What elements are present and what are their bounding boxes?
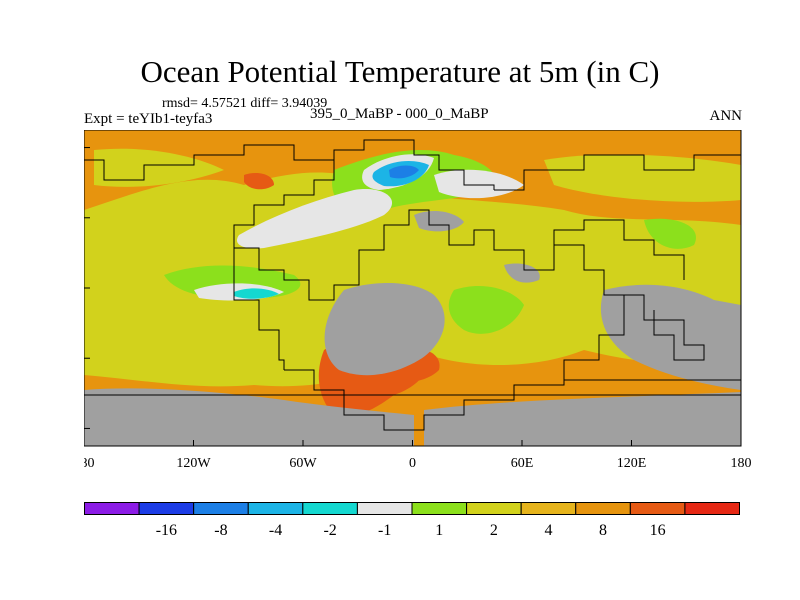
ocean-anomaly-2-4 <box>84 172 741 387</box>
coastline-gondwana <box>234 209 625 380</box>
map-panel: 80N40N040S80S 180 120W 60W 0 60E 120E 180 <box>84 130 752 471</box>
legend-label: -8 <box>214 522 227 539</box>
map-area <box>84 130 741 446</box>
lon-tick-label: 120E <box>617 456 647 471</box>
ocean-anomaly-warm <box>244 173 274 190</box>
ocean-anomaly-1-2 <box>448 285 524 334</box>
land-mass <box>84 388 414 446</box>
legend-color-box <box>411 502 468 515</box>
legend-color-box <box>356 502 413 515</box>
lon-tick-label: 180 <box>84 456 95 471</box>
land-mass <box>504 263 540 283</box>
coastline-asia-block <box>553 219 685 280</box>
ocean-anomaly-2-4 <box>544 154 741 202</box>
coastline-north-interior <box>333 139 495 190</box>
season-label: ANN <box>709 108 743 124</box>
coastline-west <box>233 248 285 370</box>
land-mass <box>324 283 445 376</box>
legend-label: -4 <box>269 522 282 539</box>
legend-color-box <box>84 502 140 515</box>
legend-labels: -16 -8 -4 -2 -1 1 2 4 8 16 <box>156 522 666 539</box>
coastline-east-block <box>624 294 705 361</box>
period-subtitle: 395_0_MaBP - 000_0_MaBP <box>310 106 489 122</box>
legend-label: 2 <box>490 522 498 539</box>
legend-color-box <box>520 502 577 515</box>
ocean-anomaly-near-zero <box>236 189 393 249</box>
color-legend: -16 -8 -4 -2 -1 1 2 4 8 16 <box>84 502 741 539</box>
ocean-anomaly-cool <box>234 288 279 299</box>
ocean-anomaly-near-zero <box>434 169 524 199</box>
lon-tick-label: 0 <box>409 456 416 471</box>
legend-color-box <box>466 502 522 515</box>
coastline-north-landmass <box>84 144 335 248</box>
ocean-anomaly-1-2 <box>644 218 696 249</box>
legend-label: -16 <box>156 522 177 539</box>
legend-color-box <box>684 502 741 515</box>
legend-label: 4 <box>544 522 552 539</box>
plot-title: Ocean Potential Temperature at 5m (in C) <box>140 54 660 89</box>
legend-color-box <box>247 502 304 515</box>
legend-label: 1 <box>435 522 443 539</box>
legend-label: -1 <box>378 522 391 539</box>
legend-color-box <box>575 502 631 515</box>
lon-tick-label: 180 <box>731 456 752 471</box>
coastline-southern <box>284 369 741 431</box>
legend-color-box <box>193 502 249 515</box>
legend-label: -2 <box>323 522 336 539</box>
longitude-axis: 180 120W 60W 0 60E 120E 180 <box>84 440 752 471</box>
ocean-anomaly-2-4 <box>94 148 224 187</box>
experiment-label: Expt = teYIb1-teyfa3 <box>84 111 213 127</box>
legend-label: 16 <box>650 522 666 539</box>
latitude-axis: 80N40N040S80S <box>84 147 90 429</box>
coastline-northeast <box>494 154 741 191</box>
legend-color-box <box>302 502 358 515</box>
ocean-anomaly-strong-cool <box>389 165 419 179</box>
land-mass <box>600 284 741 390</box>
coastlines <box>84 139 741 431</box>
lon-tick-label: 60W <box>289 456 317 471</box>
lon-tick-label: 120W <box>176 456 211 471</box>
legend-boxes <box>84 502 741 515</box>
legend-color-box <box>138 502 195 515</box>
rmsd-diff-stats: rmsd= 4.57521 diff= 3.94039 <box>162 96 328 111</box>
legend-label: 8 <box>599 522 607 539</box>
legend-color-box <box>629 502 686 515</box>
lon-tick-label: 60E <box>511 456 534 471</box>
land-mass <box>414 210 464 232</box>
land-mass <box>424 392 741 446</box>
